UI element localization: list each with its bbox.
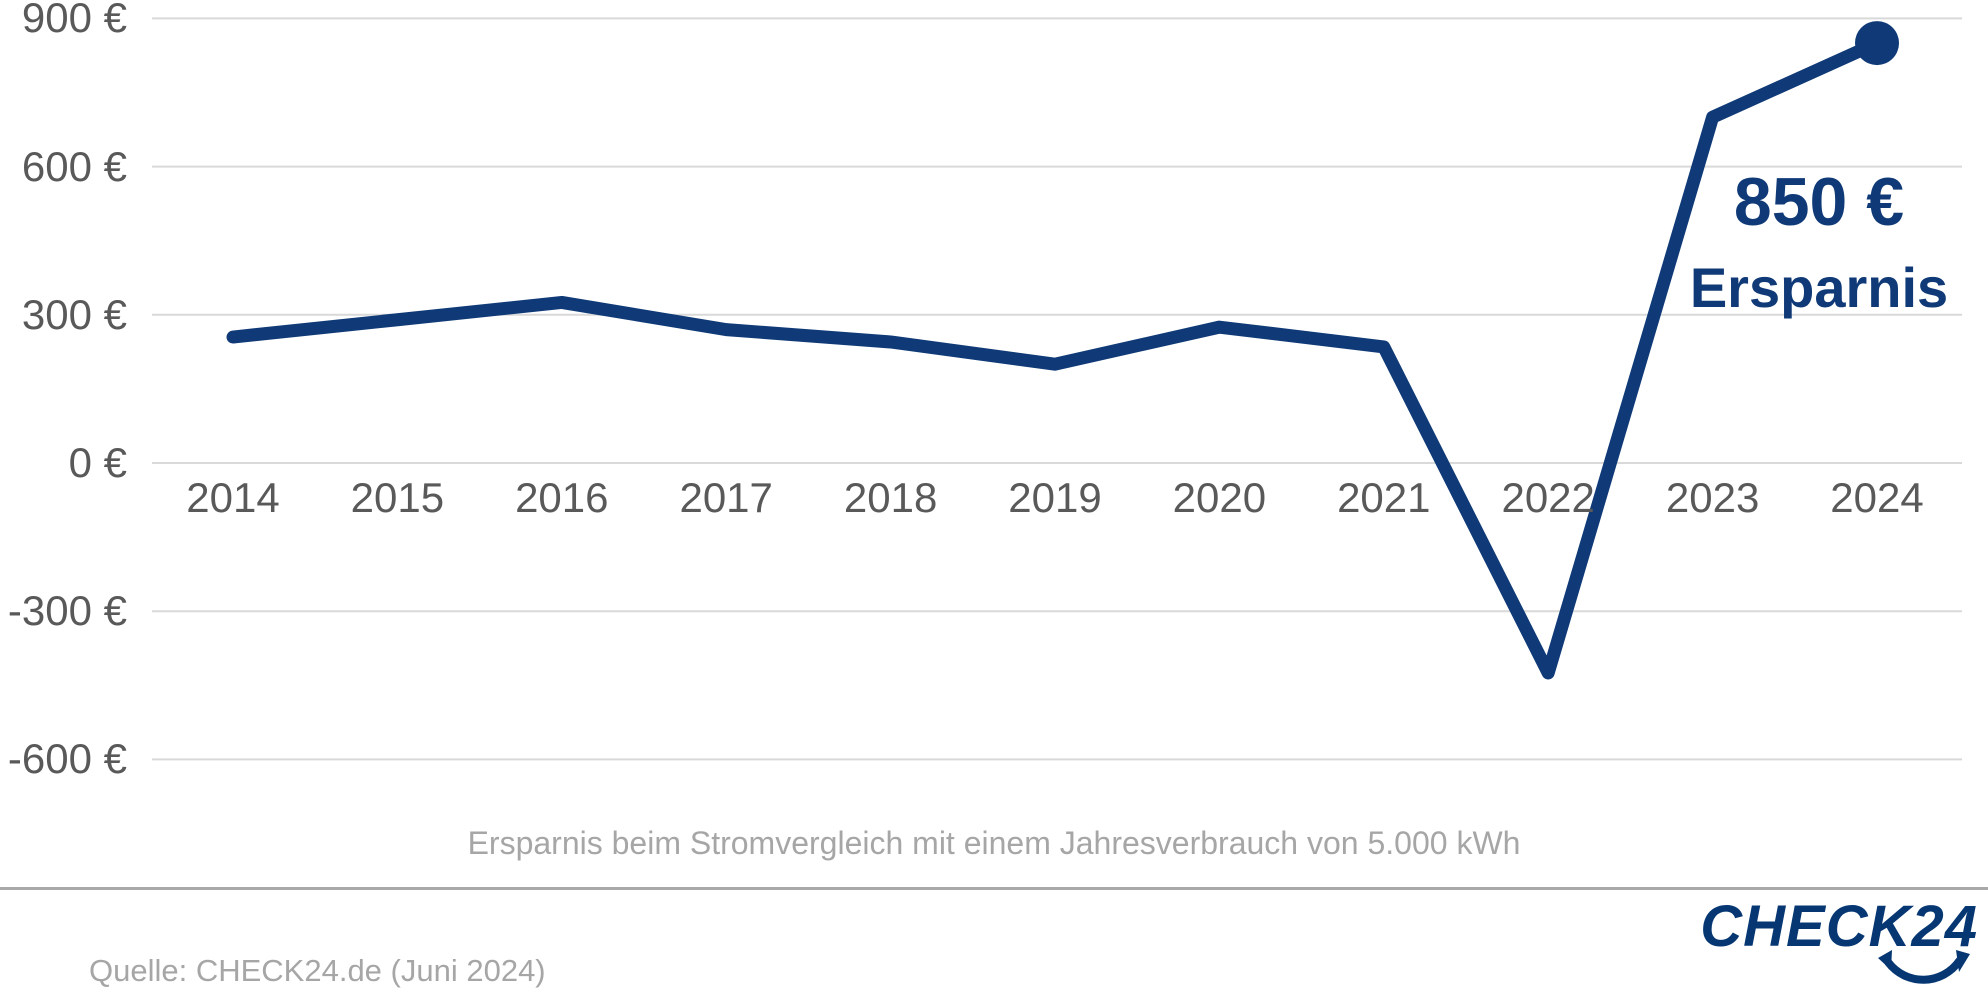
y-axis-tick-label: 0 € [68, 439, 127, 486]
check24-logo: CHECK24 [1648, 898, 1978, 998]
logo-smile-icon [1878, 950, 1970, 984]
y-axis-tick-label: 300 € [21, 290, 127, 338]
savings-line [226, 36, 1884, 680]
x-axis-tick-label: 2020 [1172, 474, 1267, 521]
x-axis-tick-label: 2023 [1665, 474, 1760, 521]
x-axis-tick-label: 2019 [1008, 474, 1102, 521]
x-axis-tick-label: 2021 [1337, 474, 1431, 521]
x-axis-tick-label: 2022 [1501, 474, 1595, 521]
y-axis-tick-label: -600 € [7, 735, 127, 783]
last-point-marker [1855, 21, 1899, 66]
x-axis-tick-label: 2024 [1830, 474, 1924, 521]
y-axis-tick-label: -300 € [7, 587, 127, 635]
y-axis-tick-label: 600 € [21, 142, 127, 190]
annotation-label: Ersparnis [1689, 256, 1949, 319]
chart-caption: Ersparnis beim Stromvergleich mit einem … [467, 825, 1521, 861]
x-axis-tick-label: 2018 [843, 474, 938, 521]
logo-wordmark: CHECK24 [1700, 894, 1978, 959]
last-value-annotation: 850 € Ersparnis [1654, 166, 1984, 316]
y-axis-tick-label: 900 € [21, 0, 127, 42]
x-axis-tick-label: 2017 [679, 474, 773, 521]
x-axis-tick-label: 2014 [186, 474, 280, 521]
source-text: Quelle: CHECK24.de (Juni 2024) [89, 953, 546, 988]
x-axis-tick-label: 2015 [350, 474, 445, 521]
x-axis-tick-label: 2016 [515, 474, 609, 521]
annotation-value: 850 € [1733, 164, 1905, 240]
footer-divider [0, 887, 1988, 890]
